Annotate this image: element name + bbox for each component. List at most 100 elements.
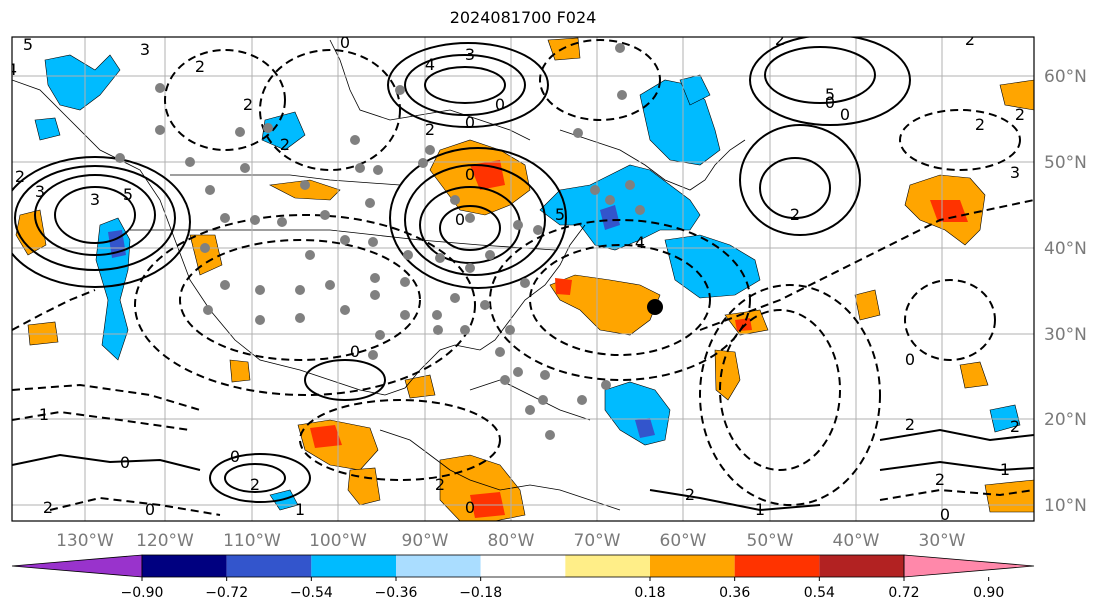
colorbar-tick-label: −0.72 [205,585,248,601]
contour-value-label: 2 [15,167,25,186]
colorbar-outline [141,554,905,578]
contour-value-label: 0 [120,453,130,472]
contour-value-label: 2 [195,57,205,76]
contour-value-label: 2 [280,135,290,154]
contour-value-label: 0 [495,95,505,114]
contour-value-label: 3 [1010,163,1020,182]
contour-value-label: 2 [935,470,945,489]
contour-value-label: 4 [7,60,17,79]
contour-value-label: 3 [465,45,475,64]
colorbar-segment [396,555,481,577]
colorbar-segment [734,555,820,577]
colorbar-tick-label: 0.18 [634,585,665,601]
longitude-ticks: 130°W 120°W 110°W 100°W 90°W 80°W 70°W 60°W 50°W… [56,531,966,551]
contour-value-label: 1 [39,405,49,424]
latitude-ticks: 60°N 50°N 40°N 30°N 20°N 10°N [1044,67,1087,516]
lon-tick-label: 70°W [574,531,621,551]
contour-value-label: 1 [295,500,305,519]
contour-value-label: 0 [340,33,350,52]
contour-value-label: 2 [243,95,253,114]
coastlines [12,39,746,511]
contour-value-label: 0 [455,210,465,229]
contour-value-label: 2 [685,485,695,504]
lon-tick-label: 60°W [660,531,707,551]
contour-value-label: 1 [755,500,765,519]
contour-value-label: 0 [905,350,915,369]
colorbar-tick-label: 0.90 [973,585,1004,601]
contour-value-label: 0 [145,500,155,519]
contour-value-label: 2 [790,205,800,224]
contour-value-label: 0 [465,498,475,517]
contour-value-label: 0 [350,342,360,361]
map-title: 2024081700 F024 [449,8,597,27]
contour-value-label: 4 [425,55,435,74]
contour-value-label: 5 [555,205,565,224]
lon-tick-label: 80°W [488,531,535,551]
colorbar-tick-label: −0.90 [121,585,164,601]
colorbar-tick-label: −0.36 [375,585,418,601]
contour-value-label: 5 [123,185,133,204]
contour-value-label: 2 [425,120,435,139]
contour-value-label: 2 [775,30,785,49]
contour-value-label: 3 [90,190,100,209]
colorbar-tick-label: 0.72 [888,585,919,601]
station-markers [115,43,645,440]
colorbar-segment [226,555,312,577]
lon-tick-label: 30°W [919,531,966,551]
colorbar-over-arrow [903,554,1035,578]
lat-tick-label: 60°N [1044,67,1087,87]
lon-tick-label: 120°W [136,531,194,551]
positive-contours [12,37,1034,512]
colorbar-segment [142,555,227,577]
colorbar-segment [650,555,735,577]
lon-tick-label: 40°W [833,531,880,551]
contour-value-label: 2 [1015,105,1025,124]
contour-value-label: 0 [840,105,850,124]
contour-value-label: 2 [905,415,915,434]
contour-value-label: 3 [140,40,150,59]
contour-value-label: 0 [940,505,950,524]
colorbar: −0.90 −0.72 −0.54 −0.36 −0.18 0.18 0.36 0.54 0.7… [11,554,1035,601]
contour-value-label: 2 [1010,417,1020,436]
lat-tick-label: 30°N [1044,325,1087,345]
colorbar-under-arrow [11,554,143,578]
cyclone-center-marker [647,299,663,315]
colorbar-tick-label: −0.18 [459,585,502,601]
lon-tick-label: 110°W [223,531,281,551]
contour-value-label: 3 [35,182,45,201]
colorbar-tick-label: −0.54 [290,585,333,601]
colorbar-tick-label: 0.36 [719,585,750,601]
lon-tick-label: 50°W [747,531,794,551]
contour-value-label: 2 [965,30,975,49]
colorbar-segment [565,555,650,577]
contour-value-label: 2 [435,475,445,494]
contour-value-label: 2 [43,498,53,517]
lon-tick-label: 90°W [402,531,449,551]
contour-value-label: 0 [465,113,475,132]
contour-value-label: 1 [1000,460,1010,479]
lon-tick-label: 100°W [309,531,367,551]
colorbar-segment [819,555,904,577]
contour-value-label: 2 [975,115,985,134]
lat-tick-label: 50°N [1044,153,1087,173]
lat-tick-label: 20°N [1044,410,1087,430]
negative-contours [12,39,1034,516]
strong-negative-shading [108,205,655,438]
contour-value-label: 5 [23,35,33,54]
contour-value-label: 0 [825,93,835,112]
contour-value-label: 5 [825,85,835,104]
contour-value-label: 2 [250,475,260,494]
contour-value-label: 4 [635,233,645,252]
colorbar-tick-label: 0.54 [804,585,835,601]
contour-value-label: 0 [230,447,240,466]
lat-tick-label: 10°N [1044,496,1087,516]
lon-tick-label: 130°W [56,531,114,551]
map-frame [11,36,1035,522]
contour-value-label: 0 [465,165,475,184]
colorbar-segment [480,555,566,577]
colorbar-segment [311,555,396,577]
lat-tick-label: 40°N [1044,239,1087,259]
